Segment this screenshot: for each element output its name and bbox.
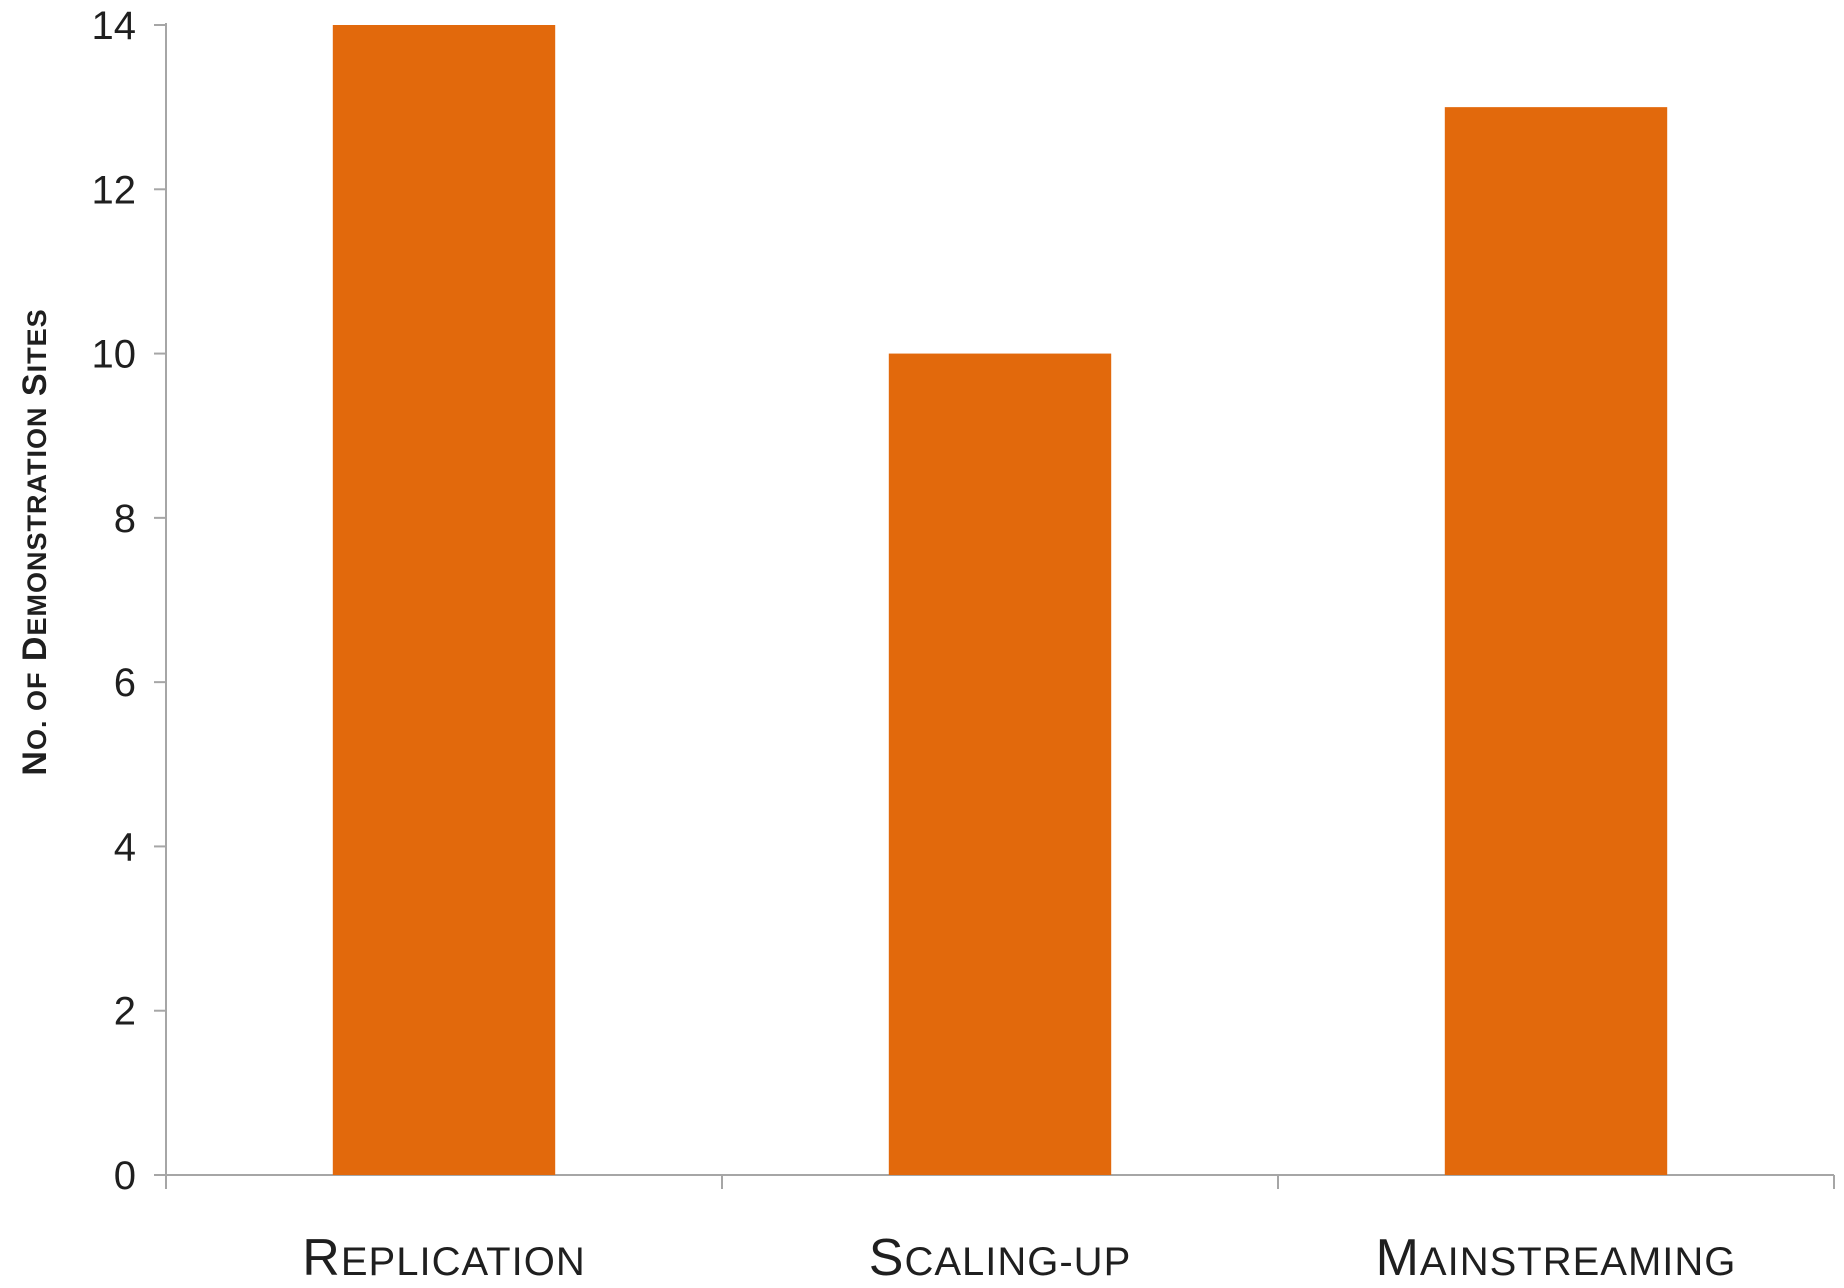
y-tick-label: 2 <box>114 990 136 1034</box>
y-axis-title: NO. OF DEMONSTRATION SITES <box>16 308 54 775</box>
y-tick-label: 0 <box>114 1154 136 1198</box>
x-tick-label: SCALING-UP <box>869 1229 1132 1283</box>
bar-mainstreaming <box>1444 107 1668 1176</box>
bar-scaling-up <box>888 353 1112 1176</box>
x-tick-label: REPLICATION <box>302 1229 585 1283</box>
y-tick-label: 8 <box>114 497 136 541</box>
bar-replication <box>332 25 556 1175</box>
labels: 0 2 4 6 8 10 12 14 REPLICATION SCALING-UP MAINSTRE… <box>16 4 1737 1287</box>
x-tick-label: MAINSTREAMING <box>1376 1229 1737 1283</box>
y-tick-label: 14 <box>92 4 137 48</box>
y-tick-label: 4 <box>114 825 136 869</box>
bars <box>332 25 1668 1176</box>
y-tick-label: 10 <box>92 333 137 377</box>
y-tick-label: 12 <box>92 168 137 212</box>
y-tick-label: 6 <box>114 661 136 705</box>
